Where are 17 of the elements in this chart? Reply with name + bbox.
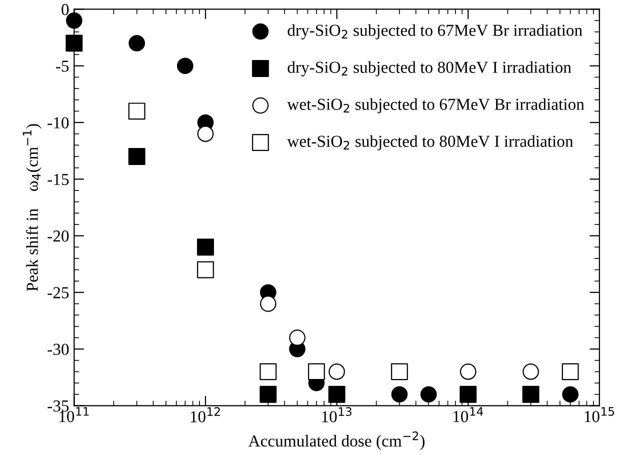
y-tick-label: -10 — [48, 117, 69, 128]
x-axis-title: Accumulated dose (cm$^{−2}$) — [248, 431, 425, 450]
legend-label: wet-SiO$_{2}$ subjected to 80MeV I irradiation — [287, 135, 574, 150]
x-tick-label: 10$^{15}$ — [584, 407, 614, 422]
legend-label: dry-SiO$_{2}$ subjected to 80MeV I irradiation — [288, 61, 572, 76]
y-axis-title: Peak shift in ω$_{4}$(cm$^{−1}$) — [22, 124, 42, 292]
x-tick-label: 10$^{14}$ — [454, 407, 484, 422]
y-tick-label: -30 — [48, 344, 69, 355]
y-tick-label: -5 — [56, 60, 69, 72]
legend-label: dry-SiO$_{2}$ subjected to 67MeV Br irradiation — [288, 24, 582, 40]
y-tick-label: 0 — [62, 4, 69, 16]
y-tick-label: -15 — [48, 174, 69, 186]
y-tick-label: -25 — [48, 287, 69, 298]
y-tick-label: -20 — [48, 230, 69, 242]
x-tick-label: 10$^{13}$ — [322, 407, 352, 422]
x-tick-label: 10$^{12}$ — [190, 407, 220, 422]
legend-label: wet-SiO$_{2}$ subjected to 67MeV Br irradiation — [287, 98, 584, 114]
